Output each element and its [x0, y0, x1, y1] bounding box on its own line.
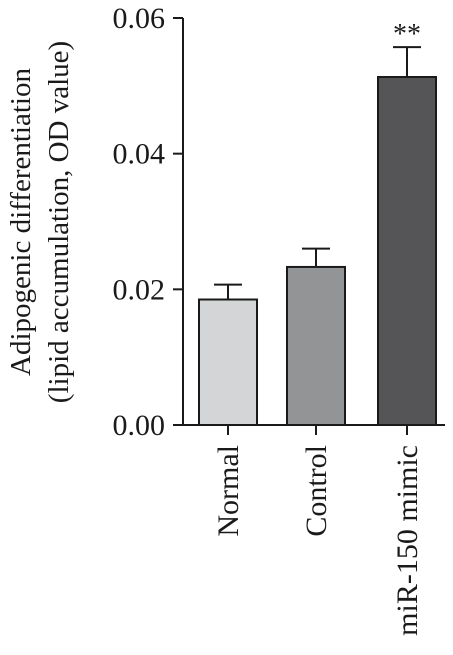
- bar: [377, 76, 437, 426]
- y-tick-label: 0.00: [113, 409, 166, 442]
- significance-label: **: [393, 19, 421, 50]
- y-axis-label-group: Adipogenic differentiation (lipid accumu…: [5, 41, 75, 403]
- y-tick-label: 0.06: [113, 2, 166, 35]
- y-tick-label: 0.04: [113, 138, 166, 171]
- x-tick-label: Normal: [212, 445, 245, 537]
- bars: **: [198, 19, 437, 426]
- y-ticks: 0.00 0.02 0.04 0.06: [113, 2, 183, 442]
- y-axis-label-line2: (lipid accumulation, OD value): [43, 41, 75, 403]
- y-axis-label-line1: Adipogenic differentiation: [5, 68, 37, 376]
- x-tick-label: Control: [300, 445, 333, 537]
- x-ticks: Normal Control miR-150 mimic: [212, 425, 424, 636]
- bar: [198, 298, 258, 426]
- y-tick-label: 0.02: [113, 273, 166, 306]
- bar: [286, 265, 346, 426]
- x-tick-label: miR-150 mimic: [391, 445, 424, 636]
